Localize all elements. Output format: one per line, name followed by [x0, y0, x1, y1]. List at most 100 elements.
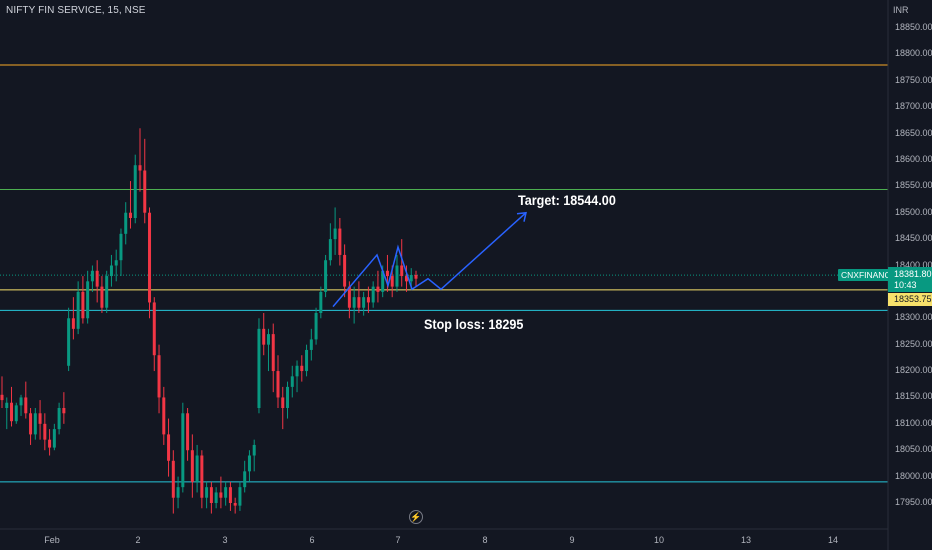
candle	[114, 249, 118, 282]
candle	[171, 450, 175, 514]
time-tick-label: 7	[395, 535, 401, 545]
candle	[14, 402, 18, 424]
horizontal-levels	[0, 64, 888, 483]
candle	[33, 408, 37, 440]
candle	[209, 481, 213, 514]
candle	[243, 460, 247, 493]
candle	[376, 270, 380, 303]
candle	[81, 276, 85, 324]
candle	[300, 355, 304, 382]
price-tick-label: 18050.00	[895, 444, 932, 455]
price-tick-label: 18800.00	[895, 48, 932, 59]
candle	[167, 418, 171, 477]
candle	[200, 450, 204, 509]
price-tick-label: 18100.00	[895, 417, 932, 428]
candle	[286, 381, 290, 419]
price-tick-label: 18200.00	[895, 365, 932, 376]
candle	[214, 487, 218, 509]
candle	[190, 434, 194, 498]
candle	[62, 392, 66, 424]
candle	[128, 181, 132, 229]
time-tick-label: 2	[135, 535, 141, 545]
price-tick-label: 18250.00	[895, 338, 932, 349]
candle	[19, 394, 23, 416]
candle	[119, 228, 123, 277]
candle	[319, 286, 323, 319]
candle	[266, 328, 270, 372]
price-tick-label: 18000.00	[895, 470, 932, 481]
candle	[205, 481, 209, 509]
price-tick-label: 18650.00	[895, 127, 932, 138]
time-tick-label: 3	[222, 535, 228, 545]
chart-title: NIFTY FIN SERVICE, 15, NSE	[6, 5, 146, 16]
candle	[281, 386, 285, 430]
candle	[29, 408, 33, 445]
current-price: 18381.80	[894, 269, 932, 279]
candle	[400, 239, 404, 287]
candle	[362, 291, 366, 316]
projection-arrowhead	[516, 211, 527, 222]
price-tick-label: 18550.00	[895, 180, 932, 191]
symbol-tag: CNXFINANCE	[838, 269, 900, 281]
candle	[43, 413, 47, 451]
candle	[38, 400, 42, 440]
candle	[57, 402, 61, 435]
candle	[309, 328, 313, 361]
candle	[124, 202, 128, 245]
candle	[262, 313, 266, 356]
candle	[157, 344, 161, 414]
price-tick-label: 18150.00	[895, 391, 932, 402]
projection-path	[332, 211, 527, 308]
candle	[314, 307, 318, 345]
candle	[148, 207, 152, 319]
candle	[5, 397, 9, 430]
candle	[10, 386, 14, 427]
candle	[152, 297, 156, 372]
price-tick-label: 18700.00	[895, 101, 932, 112]
candle	[86, 270, 90, 324]
price-tick-label: 18450.00	[895, 233, 932, 244]
time-tick-label: Feb	[44, 535, 60, 545]
candle	[181, 402, 185, 493]
candle	[414, 270, 418, 287]
candles	[0, 128, 418, 514]
price-tick-label: 17950.00	[895, 497, 932, 507]
time-tick-label: 10	[653, 535, 665, 545]
price-tick-label: 18600.00	[895, 153, 932, 164]
candle	[133, 154, 137, 224]
candle	[333, 207, 337, 255]
candle	[109, 254, 113, 287]
candle	[247, 450, 251, 482]
current-price-tag: 18381.80 10:43	[888, 267, 932, 292]
candle	[324, 254, 328, 298]
candle	[352, 286, 356, 324]
candle	[328, 223, 332, 266]
candle	[238, 481, 242, 511]
time-tick-label: 8	[482, 535, 488, 545]
candle	[295, 360, 299, 393]
candle	[195, 444, 199, 493]
candle	[404, 265, 408, 292]
candle	[186, 408, 190, 461]
candle	[357, 281, 361, 313]
candle	[366, 286, 370, 313]
candle	[176, 476, 180, 509]
candle	[48, 429, 52, 456]
price-tick-label: 18300.00	[895, 312, 932, 323]
candle	[290, 365, 294, 398]
flash-icon[interactable]: ⚡	[409, 510, 423, 524]
candle	[219, 476, 223, 509]
time-tick-label: 9	[569, 535, 575, 545]
stop-loss-annotation: Stop loss: 18295	[424, 316, 524, 332]
candle	[343, 244, 347, 298]
currency-label: INR	[893, 5, 909, 15]
candle	[52, 423, 56, 451]
candle	[371, 281, 375, 308]
candle	[395, 254, 399, 292]
candle	[305, 344, 309, 377]
candle	[233, 497, 237, 514]
candle	[100, 276, 104, 313]
projection-line[interactable]	[332, 212, 527, 308]
candle	[257, 318, 261, 414]
